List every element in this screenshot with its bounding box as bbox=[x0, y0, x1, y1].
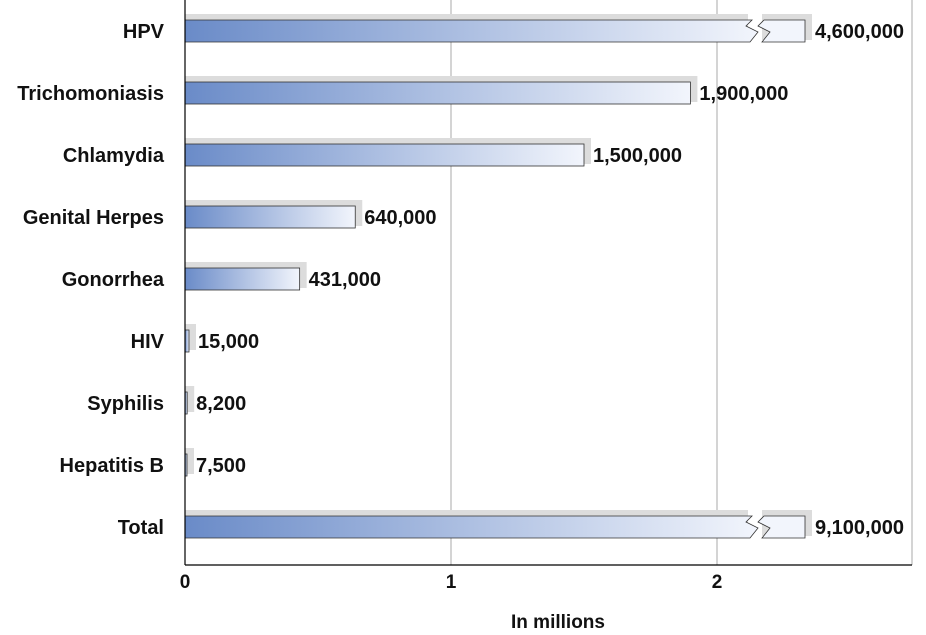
bar-hpv bbox=[184, 19, 759, 43]
bar-chlamydia bbox=[184, 143, 585, 167]
bar-total bbox=[184, 515, 759, 539]
bar-tail-total bbox=[757, 515, 806, 539]
category-label-genital-herpes: Genital Herpes bbox=[23, 207, 164, 229]
labels: 0 1 2 HPV 4,600,000 Trichomoniasis 1,900,000 Ch… bbox=[17, 21, 904, 593]
value-label-hpv: 4,600,000 bbox=[815, 21, 904, 43]
category-label-gonorrhea: Gonorrhea bbox=[62, 269, 165, 291]
category-label-chlamydia: Chlamydia bbox=[63, 145, 165, 167]
x-axis-title: In millions bbox=[511, 612, 605, 633]
bar-trichomoniasis bbox=[184, 81, 691, 105]
x-tick-label-0: 0 bbox=[180, 572, 191, 593]
category-label-hpv: HPV bbox=[123, 21, 165, 43]
value-label-genital-herpes: 640,000 bbox=[364, 207, 436, 229]
category-label-trichomoniasis: Trichomoniasis bbox=[17, 83, 164, 105]
category-label-hepatitis-b: Hepatitis B bbox=[60, 455, 164, 477]
axes bbox=[184, 0, 912, 566]
value-label-chlamydia: 1,500,000 bbox=[593, 145, 682, 167]
category-label-total: Total bbox=[118, 517, 164, 539]
category-label-hiv: HIV bbox=[131, 331, 165, 353]
value-label-trichomoniasis: 1,900,000 bbox=[699, 83, 788, 105]
value-label-hepatitis-b: 7,500 bbox=[196, 455, 246, 477]
x-tick-label-1: 1 bbox=[446, 572, 457, 593]
bar-shadow-hiv bbox=[185, 324, 196, 350]
value-label-syphilis: 8,200 bbox=[196, 393, 246, 415]
category-label-syphilis: Syphilis bbox=[87, 393, 164, 415]
x-tick-label-2: 2 bbox=[712, 572, 723, 593]
value-label-total: 9,100,000 bbox=[815, 517, 904, 539]
bar-genital-herpes bbox=[184, 205, 356, 229]
bar-gonorrhea bbox=[184, 267, 301, 291]
bar-tail-hpv bbox=[757, 19, 806, 43]
bars bbox=[184, 14, 812, 539]
value-label-hiv: 15,000 bbox=[198, 331, 259, 353]
bar-shadow-syphilis bbox=[185, 386, 195, 412]
value-label-gonorrhea: 431,000 bbox=[309, 269, 381, 291]
bar-shadow-hepatitis-b bbox=[185, 448, 194, 474]
